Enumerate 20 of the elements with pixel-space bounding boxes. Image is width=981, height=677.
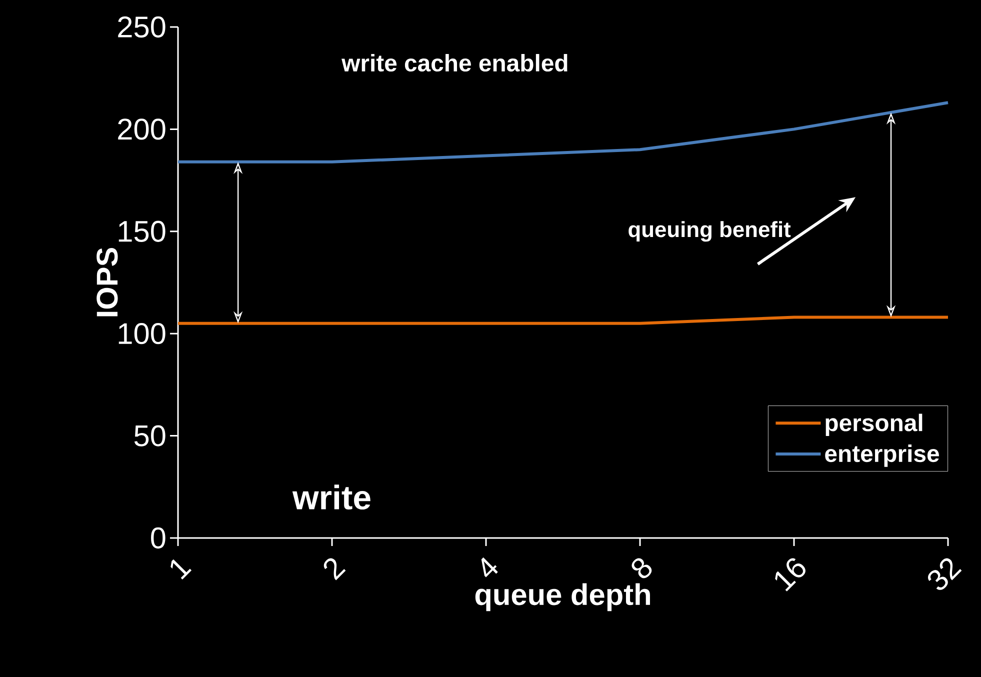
x-tick-label: 2 [324, 558, 346, 580]
annotation: write [292, 484, 370, 510]
y-axis-title: IOPS [96, 248, 118, 316]
x-tick-label: 1 [170, 559, 192, 580]
annotation: write cache enabled [342, 54, 568, 72]
y-tick-label: 0 [151, 527, 166, 549]
x-axis-title: queue depth [475, 583, 650, 612]
x-tick-label: 32 [928, 558, 962, 590]
legend-label: personal [826, 414, 922, 436]
y-tick-label: 100 [118, 323, 166, 344]
y-tick-label: 150 [118, 220, 166, 242]
line-series [176, 101, 950, 164]
y-tick-label: 50 [134, 425, 166, 446]
x-tick-label: 4 [481, 557, 498, 578]
x-tick-label: 8 [632, 558, 652, 578]
x-tick-label: 16 [775, 558, 806, 592]
y-tick-label: 200 [118, 118, 166, 140]
y-tick-label: 250 [118, 16, 166, 38]
legend-label: enterprise [825, 444, 939, 467]
annotation: queuing benefit [628, 221, 791, 242]
